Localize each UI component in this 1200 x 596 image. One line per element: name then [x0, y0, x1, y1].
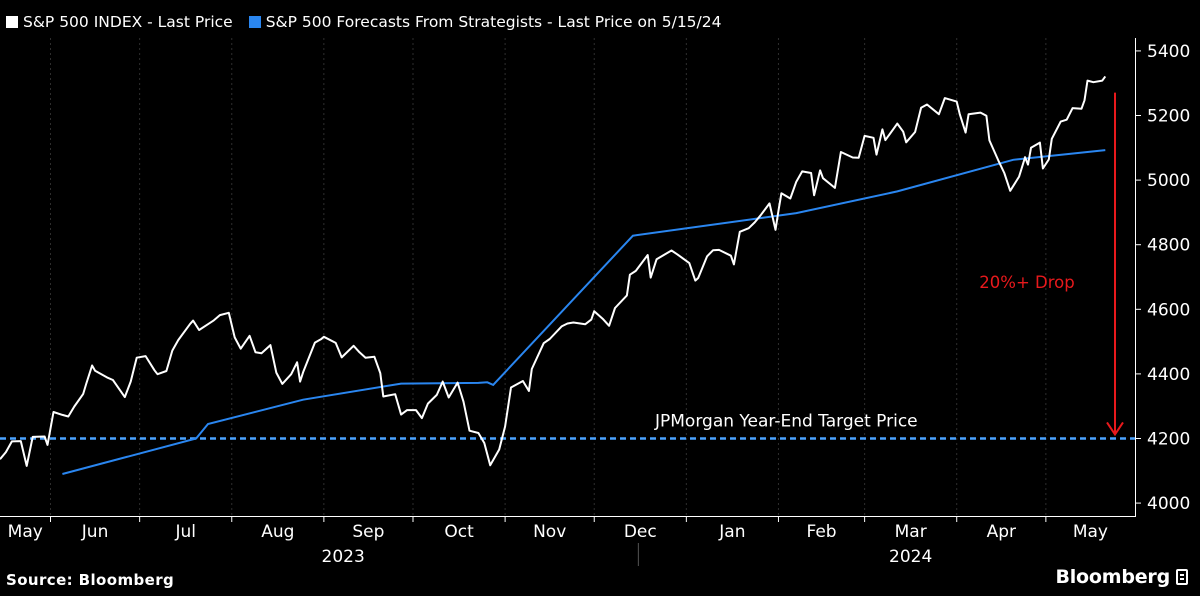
legend-swatch-white — [6, 16, 18, 28]
x-year-label: 2023 — [322, 547, 365, 567]
brand-logo: Bloomberg — [1055, 566, 1188, 588]
x-year-label: 2024 — [889, 547, 932, 567]
y-tick-label: 4200 — [1147, 429, 1190, 449]
chart-legend: S&P 500 INDEX - Last Price S&P 500 Forec… — [6, 11, 722, 33]
forecast-series-line — [62, 149, 1106, 475]
legend-item-index: S&P 500 INDEX - Last Price — [6, 13, 233, 31]
x-tick-label: Apr — [987, 522, 1016, 542]
legend-label-index: S&P 500 INDEX - Last Price — [23, 13, 233, 31]
x-axis-ticks: May Jun Jul Aug Sep Oct Nov Dec Jan Feb Mar Apr May 2… — [8, 516, 1108, 567]
legend-label-forecasts: S&P 500 Forecasts From Strategists - Las… — [265, 13, 722, 31]
y-tick-label: 4000 — [1147, 494, 1190, 514]
x-tick-label: Feb — [806, 522, 836, 542]
sp500-series-line — [0, 75, 1107, 467]
target-line-group: JPMorgan Year-End Target Price — [0, 411, 1135, 440]
y-tick-label: 5200 — [1147, 107, 1190, 127]
x-tick-label: Jul — [174, 522, 196, 542]
y-tick-label: 4600 — [1147, 300, 1190, 320]
grid-lines — [50, 38, 1047, 516]
x-tick-label: Nov — [533, 522, 566, 542]
y-tick-label: 4400 — [1147, 365, 1190, 385]
legend-item-forecasts: S&P 500 Forecasts From Strategists - Las… — [248, 13, 722, 31]
x-tick-label: May — [8, 522, 43, 542]
drop-label: 20%+ Drop — [979, 273, 1074, 292]
y-tick-label: 5000 — [1147, 171, 1190, 191]
x-tick-label: Sep — [352, 522, 384, 542]
legend-swatch-blue — [248, 16, 261, 28]
x-tick-label: Jun — [81, 522, 109, 542]
x-tick-label: May — [1073, 522, 1108, 542]
x-tick-label: Dec — [624, 522, 657, 542]
x-tick-label: Jan — [718, 522, 745, 542]
x-tick-label: Mar — [895, 522, 927, 542]
y-tick-label: 4800 — [1147, 236, 1190, 256]
x-tick-label: Oct — [444, 522, 474, 542]
drop-annotation: 20%+ Drop — [979, 92, 1124, 437]
y-tick-label: 5400 — [1147, 42, 1190, 62]
source-note: Source: Bloomberg — [6, 571, 175, 589]
x-tick-label: Aug — [261, 522, 294, 542]
target-price-label: JPMorgan Year-End Target Price — [654, 411, 918, 431]
y-axis-ticks: 4000 4200 4400 4600 4800 5000 5200 5400 — [1135, 42, 1190, 514]
brand-icon — [1176, 569, 1188, 585]
brand-name: Bloomberg — [1055, 566, 1170, 588]
drop-arrow-head — [1106, 421, 1124, 437]
